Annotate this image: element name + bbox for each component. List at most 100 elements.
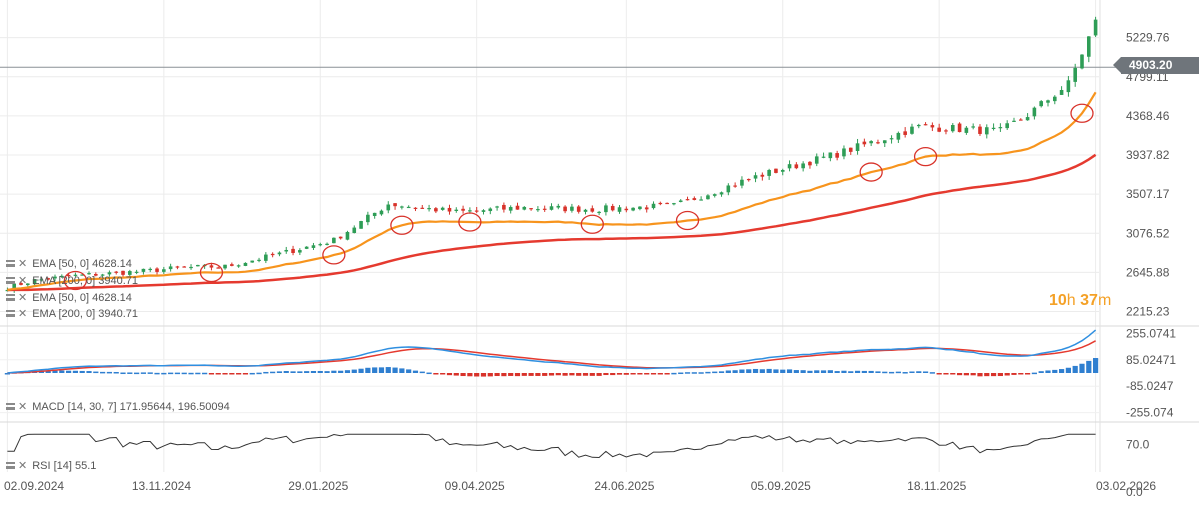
indicator-label-ema50[interactable]: ✕ EMA [50, 0] 4628.14 [6,257,132,270]
candle-body [787,164,792,169]
candle-body [73,274,78,276]
candle-body [427,208,431,210]
candle [814,153,819,167]
candle-body [1039,101,1043,107]
close-icon[interactable]: ✕ [18,275,28,287]
grid [0,0,1099,472]
macd-hist-bar [385,367,391,373]
candle-body [46,278,51,280]
candle-body [243,262,248,266]
macd-hist-bar [161,372,167,375]
candle [889,135,894,144]
macd-hist-bar [528,373,534,376]
candle-body [1032,107,1037,117]
macd-hist-bar [494,373,500,377]
menu-icon[interactable] [6,260,15,267]
candle [937,123,941,133]
macd-hist-bar [827,370,833,373]
candle-body [814,156,819,164]
macd-hist-bar [610,373,616,376]
candle-body [984,127,989,135]
candle-timer: 10h 37m [1049,292,1112,309]
candle-body [175,266,180,268]
menu-icon[interactable] [6,294,15,301]
rsi-line [7,433,1096,459]
candle-body [400,206,404,208]
macd-hist-bar [1065,367,1071,373]
macd-hist-bar [514,373,521,377]
candle-body [1080,54,1084,69]
indicator-label-ema50-dup[interactable]: ✕ EMA [50, 0] 4628.14 [6,291,132,304]
ema-touch-marker [458,212,482,232]
menu-icon[interactable] [6,462,15,469]
candle [556,203,561,210]
candle-body [1005,123,1009,129]
macd-hist-bar [508,373,514,376]
ema-touch-marker [322,245,346,265]
indicator-label-ema200-dup[interactable]: ✕ EMA [200, 0] 3940.71 [6,307,138,320]
candle [155,267,159,275]
macd-hist-bar [249,372,255,375]
candle [794,162,799,170]
candle-body [597,211,601,214]
macd-hist-bar [344,370,351,373]
candle [26,283,30,287]
candle [835,150,839,161]
close-icon[interactable]: ✕ [18,460,28,472]
candle-body [332,237,336,244]
candle-body [121,270,125,275]
candle [604,203,608,216]
time-axis-label: 05.09.2025 [751,479,811,493]
candle-body [950,125,955,132]
ema-touch-marker [580,214,604,234]
macd-hist-bar [270,371,276,374]
candle [665,202,669,205]
close-icon[interactable]: ✕ [18,401,28,413]
macd-hist-bar [100,371,106,374]
candle-body [556,205,561,208]
current-price-tag: 4903.20 [1113,57,1199,74]
close-icon[interactable]: ✕ [18,292,28,304]
menu-icon[interactable] [6,310,15,317]
macd-hist-bar [970,373,976,376]
candle [672,202,676,206]
indicator-label-macd[interactable]: ✕ MACD [14, 30, 7] 171.95644, 196.50094 [6,400,230,413]
indicator-label-rsi[interactable]: ✕ RSI [14] 55.1 [6,459,96,472]
candle-body [338,236,343,239]
macd-hist-bar [256,372,262,375]
candle [332,237,336,244]
indicator-label-ema200[interactable]: ✕ EMA [200, 0] 3940.71 [6,274,138,287]
candle [1066,76,1071,97]
candle-body [39,279,44,281]
candle-body [366,214,370,223]
candle-body [474,210,479,212]
close-icon[interactable]: ✕ [18,258,28,270]
macd-hist-bar [963,373,969,376]
candle [1046,99,1050,107]
candle-body [318,244,323,246]
candle-body [12,283,17,291]
macd-hist-bar [304,371,310,373]
macd-hist-bar [589,373,595,376]
macd-hist-bar [1072,365,1078,373]
macd-hist-bar [725,370,731,373]
candle [148,267,153,273]
menu-icon[interactable] [6,403,15,410]
macd-hist-bar [990,373,997,377]
candle-body [753,175,758,179]
candle [848,147,853,155]
candle [488,207,493,215]
macd-signal-line [7,340,1096,374]
candle [304,246,309,250]
macd-hist-bar [147,372,153,374]
macd-hist-bar [1092,358,1099,373]
menu-icon[interactable] [6,277,15,284]
time-axis-label: 24.06.2025 [594,479,654,493]
candle-body [1046,100,1050,103]
close-icon[interactable]: ✕ [18,308,28,320]
candle-body [19,283,23,285]
candle [978,124,982,136]
macd-hist-bar [501,373,507,377]
